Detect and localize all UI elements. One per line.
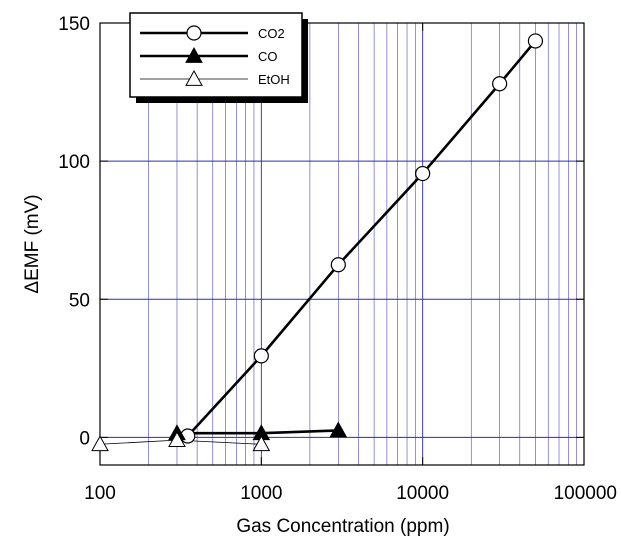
legend-label-co2: CO2 <box>258 26 285 41</box>
y-axis-label: ΔEMF (mV) <box>22 194 43 293</box>
data-point-co2 <box>415 165 431 182</box>
legend-marker-co <box>185 46 203 63</box>
legend-label-co: CO <box>258 49 278 64</box>
series-line-co2 <box>186 40 537 437</box>
y-tick-label: 150 <box>58 14 90 35</box>
data-point-co2 <box>492 76 508 92</box>
data-point-etoh <box>91 435 109 452</box>
legend: CO2 CO EtOH <box>129 12 308 103</box>
tick-labels: 0 50 100 150 100 1000 10000 100000 <box>58 14 617 504</box>
data-point-co <box>329 421 348 438</box>
legend-label-etoh: EtOH <box>258 72 290 87</box>
x-tick-label: 1000 <box>240 483 282 504</box>
y-tick-label: 50 <box>69 290 90 311</box>
data-point-co2 <box>330 257 346 273</box>
legend-marker-etoh <box>185 69 203 86</box>
plot-frame <box>99 22 585 466</box>
legend-marker-co2 <box>186 25 202 41</box>
axis-ticks <box>99 22 585 465</box>
series-group <box>91 33 544 452</box>
data-point-co2 <box>527 33 544 49</box>
data-point-etoh <box>168 431 186 448</box>
x-tick-label: 100000 <box>554 483 617 504</box>
y-tick-label: 0 <box>79 428 90 449</box>
x-tick-label: 10000 <box>396 483 449 504</box>
legend-items: CO2 CO EtOH <box>140 25 290 87</box>
x-tick-label: 100 <box>84 483 116 504</box>
data-point-etoh <box>252 435 271 452</box>
data-point-co2 <box>253 348 269 364</box>
x-axis-label: Gas Concentration (ppm) <box>236 516 449 537</box>
y-tick-label: 100 <box>58 152 90 173</box>
